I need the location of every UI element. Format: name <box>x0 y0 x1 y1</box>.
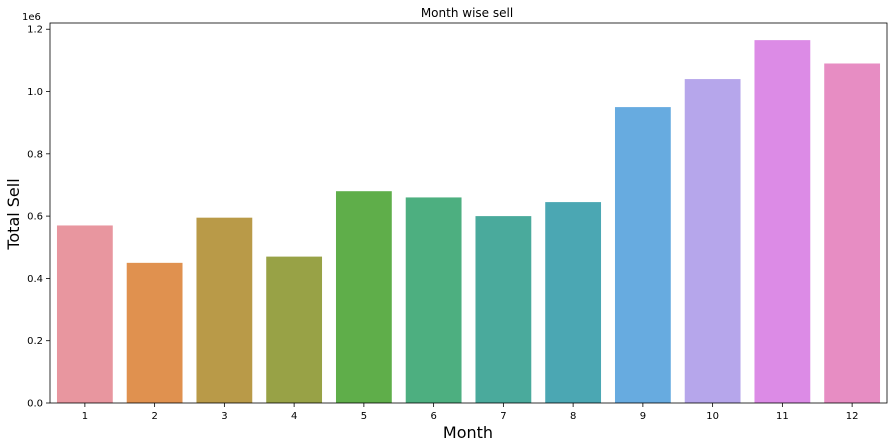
y-ticks: 0.0 0.2 0.4 0.6 0.8 1.0 1.2 <box>27 25 50 410</box>
x-tick-label: 1 <box>82 411 88 422</box>
bars-group <box>56 40 881 404</box>
x-tick-label: 3 <box>221 411 227 422</box>
y-tick-label: 1.2 <box>27 25 43 36</box>
x-tick-label: 10 <box>706 411 719 422</box>
x-tick-label: 8 <box>570 411 576 422</box>
x-tick-label: 7 <box>500 411 506 422</box>
x-tick-label: 6 <box>430 411 436 422</box>
x-tick-label: 9 <box>640 411 646 422</box>
bar-month-10 <box>684 79 741 403</box>
bar-month-3 <box>196 217 253 403</box>
bar-month-11 <box>754 40 811 403</box>
y-tick-label: 0.6 <box>27 212 43 223</box>
x-ticks: 1 2 3 4 5 6 7 8 9 10 11 12 <box>82 403 859 422</box>
x-tick-label: 5 <box>361 411 367 422</box>
bar-month-5 <box>335 191 392 403</box>
bar-month-9 <box>614 107 671 403</box>
x-tick-label: 11 <box>776 411 789 422</box>
y-tick-label: 0.4 <box>27 274 43 285</box>
y-tick-label: 0.2 <box>27 336 43 347</box>
x-tick-label: 12 <box>846 411 859 422</box>
x-tick-label: 4 <box>291 411 297 422</box>
y-tick-label: 0.0 <box>27 399 43 410</box>
bar-month-6 <box>405 197 462 403</box>
y-tick-label: 0.8 <box>27 149 43 160</box>
y-tick-label: 1.0 <box>27 87 43 98</box>
bar-month-2 <box>126 262 183 403</box>
bar-month-4 <box>266 256 323 403</box>
bar-month-1 <box>56 225 113 403</box>
chart-title: Month wise sell <box>421 6 513 20</box>
y-offset-label: 1e6 <box>22 12 41 23</box>
x-tick-label: 2 <box>151 411 157 422</box>
x-axis-title: Month <box>443 423 493 442</box>
y-axis-title: Total Sell <box>4 178 23 250</box>
bar-month-7 <box>475 216 532 403</box>
bar-month-8 <box>545 202 602 403</box>
bar-month-12 <box>824 63 881 404</box>
plot-frame <box>49 22 888 404</box>
